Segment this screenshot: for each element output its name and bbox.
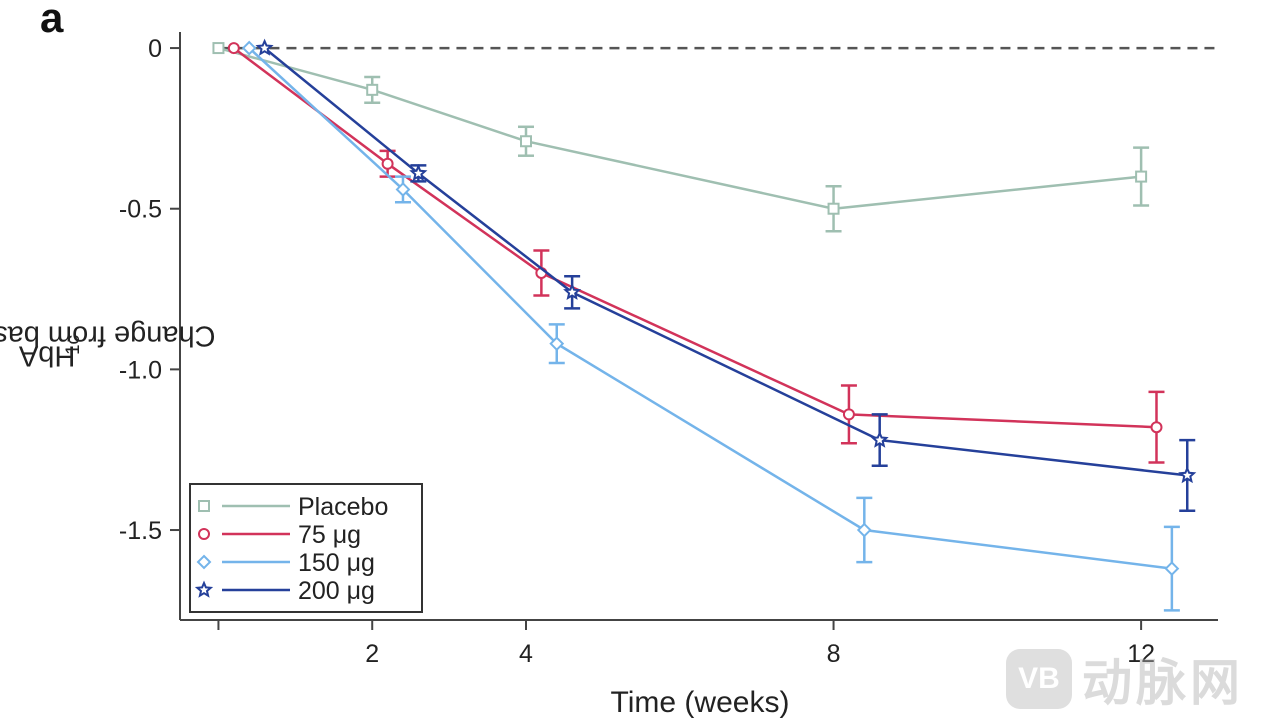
- legend-label: 200 μg: [298, 577, 375, 605]
- legend-label: 75 μg: [298, 521, 361, 549]
- legend-marker: [198, 528, 210, 540]
- y-tick-label: -1.0: [119, 356, 162, 384]
- y-tick-label: -0.5: [119, 196, 162, 224]
- data-point: [842, 408, 855, 421]
- data-point: [366, 83, 379, 96]
- series-line-3: [263, 47, 1188, 477]
- series-line-0: [218, 46, 1142, 210]
- data-point: [870, 430, 889, 448]
- legend-marker: [196, 554, 212, 570]
- data-point: [395, 182, 411, 197]
- data-point: [255, 38, 274, 56]
- watermark-text: 动脉网: [1082, 655, 1244, 711]
- data-point: [1135, 170, 1148, 183]
- watermark: VB 动脉网: [1006, 646, 1244, 712]
- data-point: [856, 522, 872, 538]
- data-point: [409, 163, 428, 182]
- data-point: [549, 336, 565, 352]
- data-point: [1164, 561, 1180, 577]
- x-tick-label: 8: [827, 640, 841, 668]
- x-axis-title: Time (weeks): [610, 686, 790, 719]
- watermark-logo: VB: [1006, 649, 1072, 709]
- x-tick-label: 4: [519, 640, 533, 668]
- legend-label: Placebo: [298, 493, 388, 521]
- data-point: [381, 157, 394, 170]
- y-tick-label: -1.5: [119, 517, 162, 545]
- panel-label: a: [40, 0, 64, 41]
- data-point: [827, 202, 840, 215]
- legend-marker: [198, 500, 210, 512]
- data-point: [563, 282, 582, 300]
- data-point: [1178, 465, 1197, 484]
- x-tick-label: 2: [365, 640, 379, 668]
- data-point: [227, 42, 240, 55]
- series-line-1: [233, 47, 1157, 429]
- legend-marker: [194, 580, 214, 598]
- y-tick-label: 0: [148, 35, 162, 63]
- data-point: [520, 135, 532, 148]
- data-point: [241, 40, 257, 56]
- data-point: [212, 42, 225, 55]
- x-tick-label: 12: [1127, 640, 1155, 668]
- legend-label: 150 μg: [298, 549, 375, 577]
- data-point: [1150, 421, 1163, 434]
- y-axis-title-rest: Change from baseline (%): [0, 319, 216, 352]
